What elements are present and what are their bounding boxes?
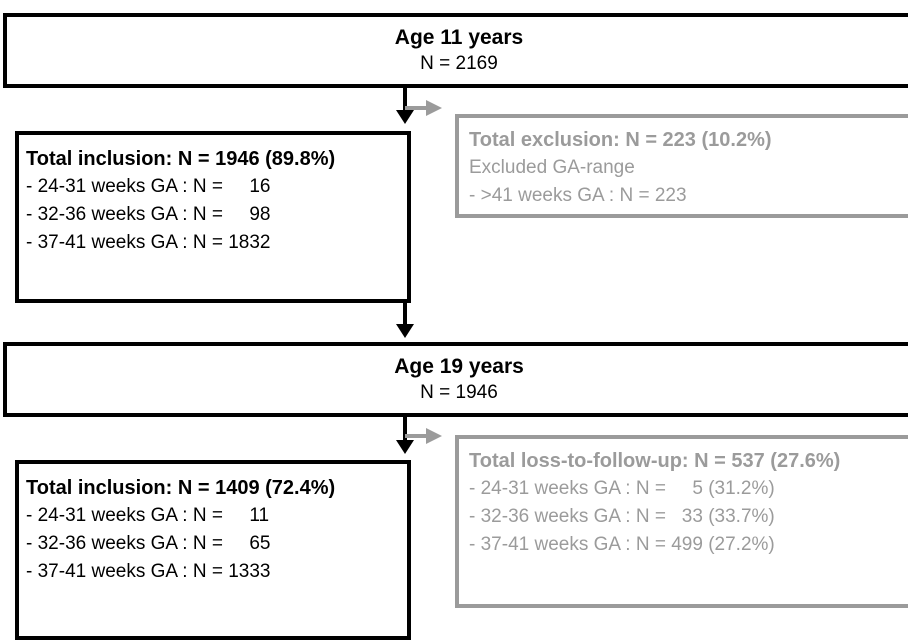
exclusion1-box: Total exclusion: N = 223 (10.2%) Exclude… <box>455 114 908 218</box>
inclusion1-heading: Total inclusion: N = 1946 (89.8%) <box>26 148 336 170</box>
stage2-count: N = 1946 <box>420 382 498 403</box>
loss2-line: - 32-36 weeks GA : N = 33 (33.7%) <box>469 506 775 527</box>
stage1-count: N = 2169 <box>420 53 498 74</box>
inclusion1-box: Total inclusion: N = 1946 (89.8%) - 24-3… <box>15 131 411 303</box>
loss2-box: Total loss-to-follow-up: N = 537 (27.6%)… <box>455 435 908 608</box>
loss2-line: - 37-41 weeks GA : N = 499 (27.2%) <box>469 534 775 555</box>
exclusion1-subheading: Excluded GA-range <box>469 157 635 178</box>
stage1-title: Age 11 years <box>394 26 524 49</box>
inclusion2-heading: Total inclusion: N = 1409 (72.4%) <box>26 477 336 499</box>
arrowhead-inclusion2 <box>396 440 414 454</box>
inclusion2-line: - 24-31 weeks GA : N = 11 <box>26 505 270 526</box>
inclusion2-line: - 37-41 weeks GA : N = 1333 <box>26 561 271 582</box>
stage1-box: Age 11 years N = 2169 <box>3 13 908 88</box>
inclusion2-box: Total inclusion: N = 1409 (72.4%) - 24-3… <box>15 460 411 640</box>
arrowhead-exclusion1 <box>426 100 442 116</box>
arrowhead-loss2 <box>426 428 442 444</box>
exclusion1-heading: Total exclusion: N = 223 (10.2%) <box>469 129 772 151</box>
inclusion1-line: - 24-31 weeks GA : N = 16 <box>26 176 271 197</box>
loss2-line: - 24-31 weeks GA : N = 5 (31.2%) <box>469 478 775 499</box>
inclusion1-line: - 32-36 weeks GA : N = 98 <box>26 204 271 225</box>
arrowhead-inclusion1 <box>396 110 414 124</box>
stage2-box: Age 19 years N = 1946 <box>3 342 908 417</box>
exclusion1-line: - >41 weeks GA : N = 223 <box>469 185 687 206</box>
inclusion2-line: - 32-36 weeks GA : N = 65 <box>26 533 271 554</box>
inclusion1-line: - 37-41 weeks GA : N = 1832 <box>26 232 271 253</box>
stage2-title: Age 19 years <box>394 355 524 378</box>
loss2-heading: Total loss-to-follow-up: N = 537 (27.6%) <box>469 450 841 472</box>
arrowhead-stage2 <box>396 324 414 338</box>
